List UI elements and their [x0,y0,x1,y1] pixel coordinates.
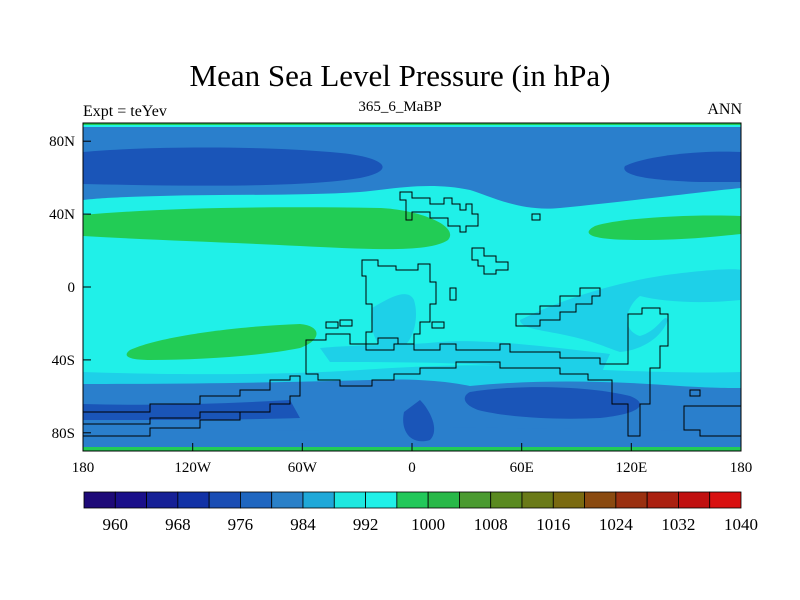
colorbar-swatch [427,491,460,509]
coastline-pangea-central [361,259,437,345]
x-tick-label: 180 [730,460,753,476]
colorbar-swatch [678,491,711,509]
field-low-north-west [83,147,383,186]
y-tick-label: 0 [68,280,76,296]
field-high-north-west [83,207,451,250]
field-high-north-east [588,215,741,240]
y-tick-label: 40S [52,353,75,369]
coastline-antarctic-inner [83,411,240,425]
colorbar-label: 984 [290,515,316,534]
coastline-island-north [531,213,541,221]
field-low-south-indian [464,387,640,419]
colorbar-swatch [396,491,429,509]
colorbar-swatch [271,491,304,509]
x-tick-label: 0 [408,460,416,476]
field-low-polar [403,400,435,442]
coastline-island-sw2 [339,319,353,327]
colorbar-swatch [709,491,742,509]
coastline-antarctic-west [82,375,301,437]
coastline-island-asia [471,247,509,275]
colorbar-swatch [177,491,210,509]
y-tick-label: 80S [52,426,75,442]
x-tick-label: 180 [72,460,95,476]
colorbar-label: 1008 [474,515,508,534]
colorbar-swatch [615,491,648,509]
colorbar-label: 1016 [536,515,570,534]
x-tick-label: 120E [615,460,647,476]
colorbar-label: 968 [165,515,191,534]
colorbar-label: 960 [103,515,129,534]
colorbar-label: 1024 [599,515,634,534]
colorbar-swatch [208,491,241,509]
field-low-africa [371,294,417,351]
colorbar-swatch [240,491,273,509]
experiment-label: Expt = teYev [83,103,167,120]
coastline-island-central [449,287,457,301]
field-high-south [126,324,317,360]
coastline-island-mid [431,321,445,329]
colorbar-swatch [114,491,147,509]
y-tick-label: 40N [49,207,75,223]
colorbar-label: 976 [228,515,254,534]
colorbar-label: 1040 [724,515,758,534]
coastline-island-sw [325,321,339,329]
colorbar-swatch [552,491,585,509]
field-low-north-east [624,151,741,182]
x-tick-label: 60W [288,460,318,476]
x-axis: 180 120W 60W 0 60E 120E 180 [72,443,753,476]
colorbar: 960 968 976 984 992 1000 1008 1016 1024 1032 1040 [83,491,758,534]
colorbar-swatch [459,491,492,509]
colorbar-swatch [302,491,335,509]
colorbar-swatch [490,491,523,509]
colorbar-swatch [146,491,179,509]
pressure-field [83,123,741,451]
colorbar-swatch [365,491,398,509]
colorbar-swatch [584,491,617,509]
field-band-north-rim [83,123,741,125]
period-label: 365_6_MaBP [358,99,442,115]
field-low-south-west [83,400,300,420]
coastline-cimmeria [515,287,601,327]
colorbar-label: 1032 [661,515,695,534]
colorbar-label: 992 [353,515,379,534]
coastline-gondwana-south [305,307,669,437]
y-axis: 80N 40N 0 40S 80S [49,134,91,442]
field-low-asia [520,269,741,352]
x-tick-label: 120W [174,460,212,476]
season-label: ANN [707,101,742,118]
field-band-north-belt [83,127,741,209]
chart-title: Mean Sea Level Pressure (in hPa) [189,58,611,93]
colorbar-swatch [333,491,366,509]
colorbar-swatch [83,491,116,509]
coastline-laurasia [399,191,479,233]
y-tick-label: 80N [49,134,75,150]
x-tick-label: 60E [510,460,534,476]
colorbar-swatch [521,491,554,509]
colorbar-swatch [646,491,679,509]
coastline-antarctic-east [689,389,701,397]
colorbar-label: 1000 [411,515,445,534]
